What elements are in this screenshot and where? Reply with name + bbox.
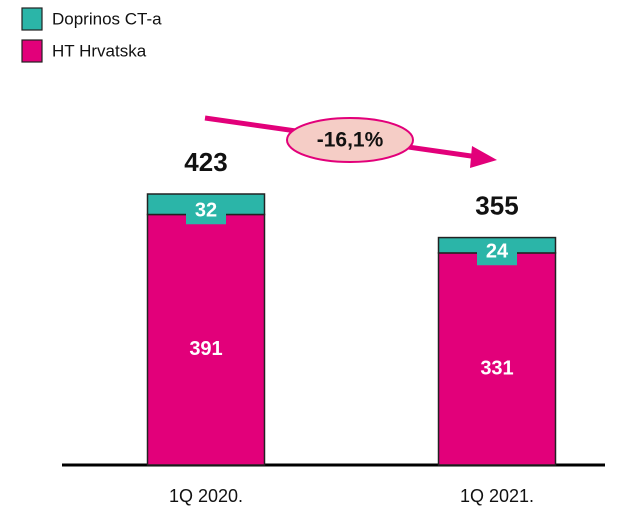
legend-label: Doprinos CT-a xyxy=(52,9,162,28)
value-label: 32 xyxy=(195,200,217,222)
total-label: 355 xyxy=(475,190,518,220)
value-label-box xyxy=(477,239,517,266)
legend-swatch xyxy=(21,39,43,63)
annotation: -16,1% xyxy=(317,129,384,152)
legend-swatch xyxy=(21,7,43,31)
value-label: 331 xyxy=(480,357,513,379)
x-tick-label: 1Q 2020. xyxy=(169,486,243,506)
legend-label: HT Hrvatska xyxy=(52,41,147,60)
value-label: 24 xyxy=(486,241,509,263)
bar-segment xyxy=(146,213,266,466)
x-tick-label: 1Q 2021. xyxy=(460,486,534,506)
value-label-box xyxy=(186,198,226,225)
bar-segment xyxy=(437,252,557,466)
value-label: 391 xyxy=(189,338,222,360)
total-label: 423 xyxy=(184,147,227,177)
annotation-bubble xyxy=(286,117,414,163)
